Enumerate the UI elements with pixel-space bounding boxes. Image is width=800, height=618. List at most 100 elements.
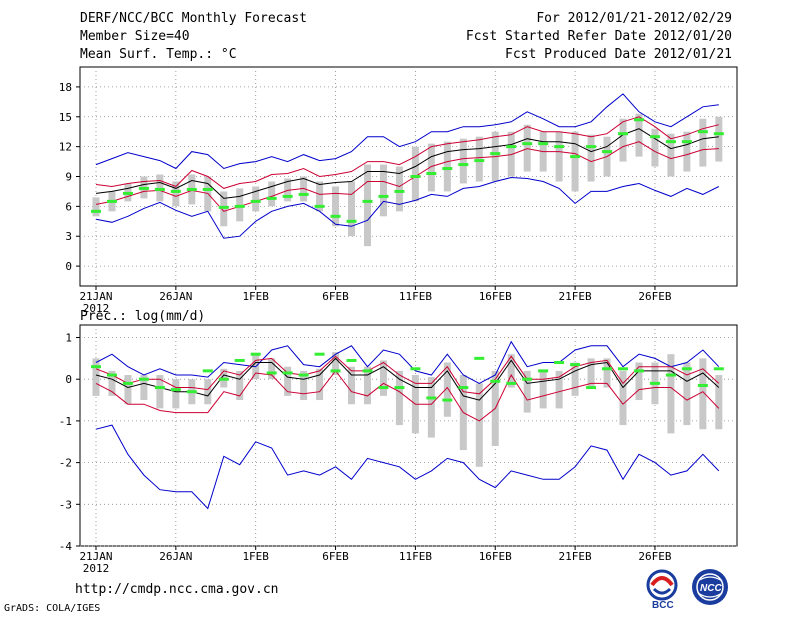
ensemble-spread-box — [268, 358, 276, 380]
ensemble-spread-box — [555, 131, 563, 182]
y-tick-label: 1 — [65, 332, 72, 345]
ensemble-spread-box — [395, 370, 403, 426]
series-line-mean — [95, 357, 720, 401]
ensemble-spread-box — [411, 146, 419, 202]
ensemble-spread-box — [92, 197, 100, 217]
ensemble-spread-box — [363, 366, 371, 405]
ensemble-spread-box — [587, 358, 595, 388]
ensemble-spread-box — [699, 118, 707, 167]
x-tick-label: 6FEB — [322, 550, 349, 563]
ensemble-spread-box — [427, 143, 435, 192]
ensemble-spread-box — [683, 131, 691, 172]
ensemble-spread-box — [395, 166, 403, 212]
y-tick-label: 12 — [59, 141, 72, 154]
ensemble-spread-box — [443, 141, 451, 192]
ensemble-spread-box — [699, 358, 707, 430]
series-line-max — [95, 93, 719, 170]
source-url-link[interactable]: http://cmdp.ncc.cma.gov.cn — [75, 582, 279, 597]
x-tick-label: 21JAN — [79, 550, 112, 563]
y-tick-label: -3 — [59, 498, 72, 511]
series-line-lower — [95, 141, 719, 212]
produced-date-label: Fcst Produced Date 2012/01/21 — [505, 47, 732, 62]
ensemble-spread-box — [475, 383, 483, 467]
bcc-logo-text: BCC — [652, 600, 674, 611]
series-line-min — [95, 424, 720, 510]
ncc-logo-text: NCC — [700, 583, 722, 594]
y-tick-label: 18 — [59, 81, 72, 94]
member-size-label: Member Size=40 — [80, 29, 190, 44]
x-tick-label: 11FEB — [399, 290, 432, 303]
series-line-min — [95, 176, 720, 239]
ensemble-spread-box — [300, 370, 308, 401]
plot-frame — [79, 324, 738, 547]
x-tick-label: 1FEB — [242, 550, 269, 563]
ensemble-spread-box — [715, 375, 723, 430]
ensemble-spread-box — [108, 370, 116, 396]
x-tick-label: 6FEB — [322, 290, 349, 303]
temperature-variable-label: Mean Surf. Temp.: °C — [80, 47, 237, 62]
ensemble-spread-box — [348, 366, 356, 405]
ensemble-spread-box — [619, 370, 627, 426]
series-line-upper — [95, 116, 719, 189]
y-tick-label: 0 — [65, 373, 72, 386]
y-tick-label: 15 — [59, 111, 72, 124]
x-tick-label: 16FEB — [479, 550, 512, 563]
ensemble-spread-box — [316, 181, 324, 212]
grads-credit: GrADS: COLA/IGES — [4, 603, 101, 614]
y-tick-label: 0 — [65, 260, 72, 273]
x-tick-label: 21JAN — [79, 290, 112, 303]
ensemble-spread-box — [316, 368, 324, 401]
x-tick-label: 26FEB — [638, 290, 671, 303]
precipitation-panel: -4 -3 -2 -1 0 1 21JAN 26JAN 1FEB 6FEB 11FEB 16FEB 21… — [59, 324, 738, 575]
ensemble-spread-box — [140, 375, 148, 401]
ensemble-spread-box — [284, 366, 292, 396]
ensemble-spread-box — [715, 116, 723, 162]
ensemble-spread-box — [555, 370, 563, 409]
ensemble-spread-box — [92, 358, 100, 396]
ensemble-spread-box — [443, 362, 451, 417]
forecast-period-label: For 2012/01/21-2012/02/29 — [536, 11, 732, 26]
refer-date-label: Fcst Started Refer Date 2012/01/20 — [465, 29, 732, 44]
x-tick-label: 21FEB — [559, 550, 592, 563]
agency-logos: BCC NCC — [646, 569, 728, 611]
y-tick-label: 3 — [65, 230, 72, 243]
x-tick-label: 11FEB — [399, 550, 432, 563]
ensemble-spread-box — [348, 181, 356, 237]
ensemble-spread-box — [332, 186, 340, 227]
ensemble-spread-box — [124, 375, 132, 405]
ensemble-spread-box — [427, 377, 435, 438]
ensemble-spread-box — [332, 352, 340, 376]
ensemble-spread-box — [619, 118, 627, 162]
x-tick-label: 16FEB — [479, 290, 512, 303]
ensemble-spread-box — [363, 164, 371, 247]
ensemble-spread-box — [172, 379, 180, 409]
ensemble-spread-box — [379, 164, 387, 217]
ensemble-spread-box — [523, 370, 531, 413]
series-line-max — [95, 340, 720, 384]
ensemble-spread-box — [459, 138, 467, 184]
ensemble-spread-box — [172, 181, 180, 207]
chart-title: DERF/NCC/BCC Monthly Forecast — [80, 11, 307, 26]
x-year-label: 2012 — [83, 302, 110, 315]
x-tick-label: 21FEB — [559, 290, 592, 303]
ensemble-spread-box — [667, 133, 675, 177]
ensemble-spread-box — [667, 354, 675, 434]
ncc-logo-icon: NCC — [692, 569, 728, 605]
x-tick-label: 26JAN — [159, 550, 192, 563]
ensemble-spread-box — [635, 362, 643, 401]
y-tick-label: -4 — [59, 540, 73, 553]
ensemble-spread-box — [571, 131, 579, 192]
temperature-panel: 0 3 6 9 12 15 18 21JAN 26JAN 1FEB 6FEB 11FEB 16FEB 21… — [59, 66, 738, 315]
bcc-logo-icon: BCC — [646, 569, 678, 611]
series-line-mean — [95, 128, 719, 199]
x-tick-label: 26JAN — [159, 290, 192, 303]
y-tick-label: 9 — [65, 171, 72, 184]
ensemble-spread-box — [651, 128, 659, 167]
x-tick-label: 26FEB — [638, 550, 671, 563]
ensemble-spread-box — [507, 354, 515, 388]
ensemble-spread-box — [603, 358, 611, 388]
y-tick-label: -1 — [59, 415, 72, 428]
ensemble-spread-box — [379, 360, 387, 396]
ensemble-spread-box — [571, 362, 579, 396]
